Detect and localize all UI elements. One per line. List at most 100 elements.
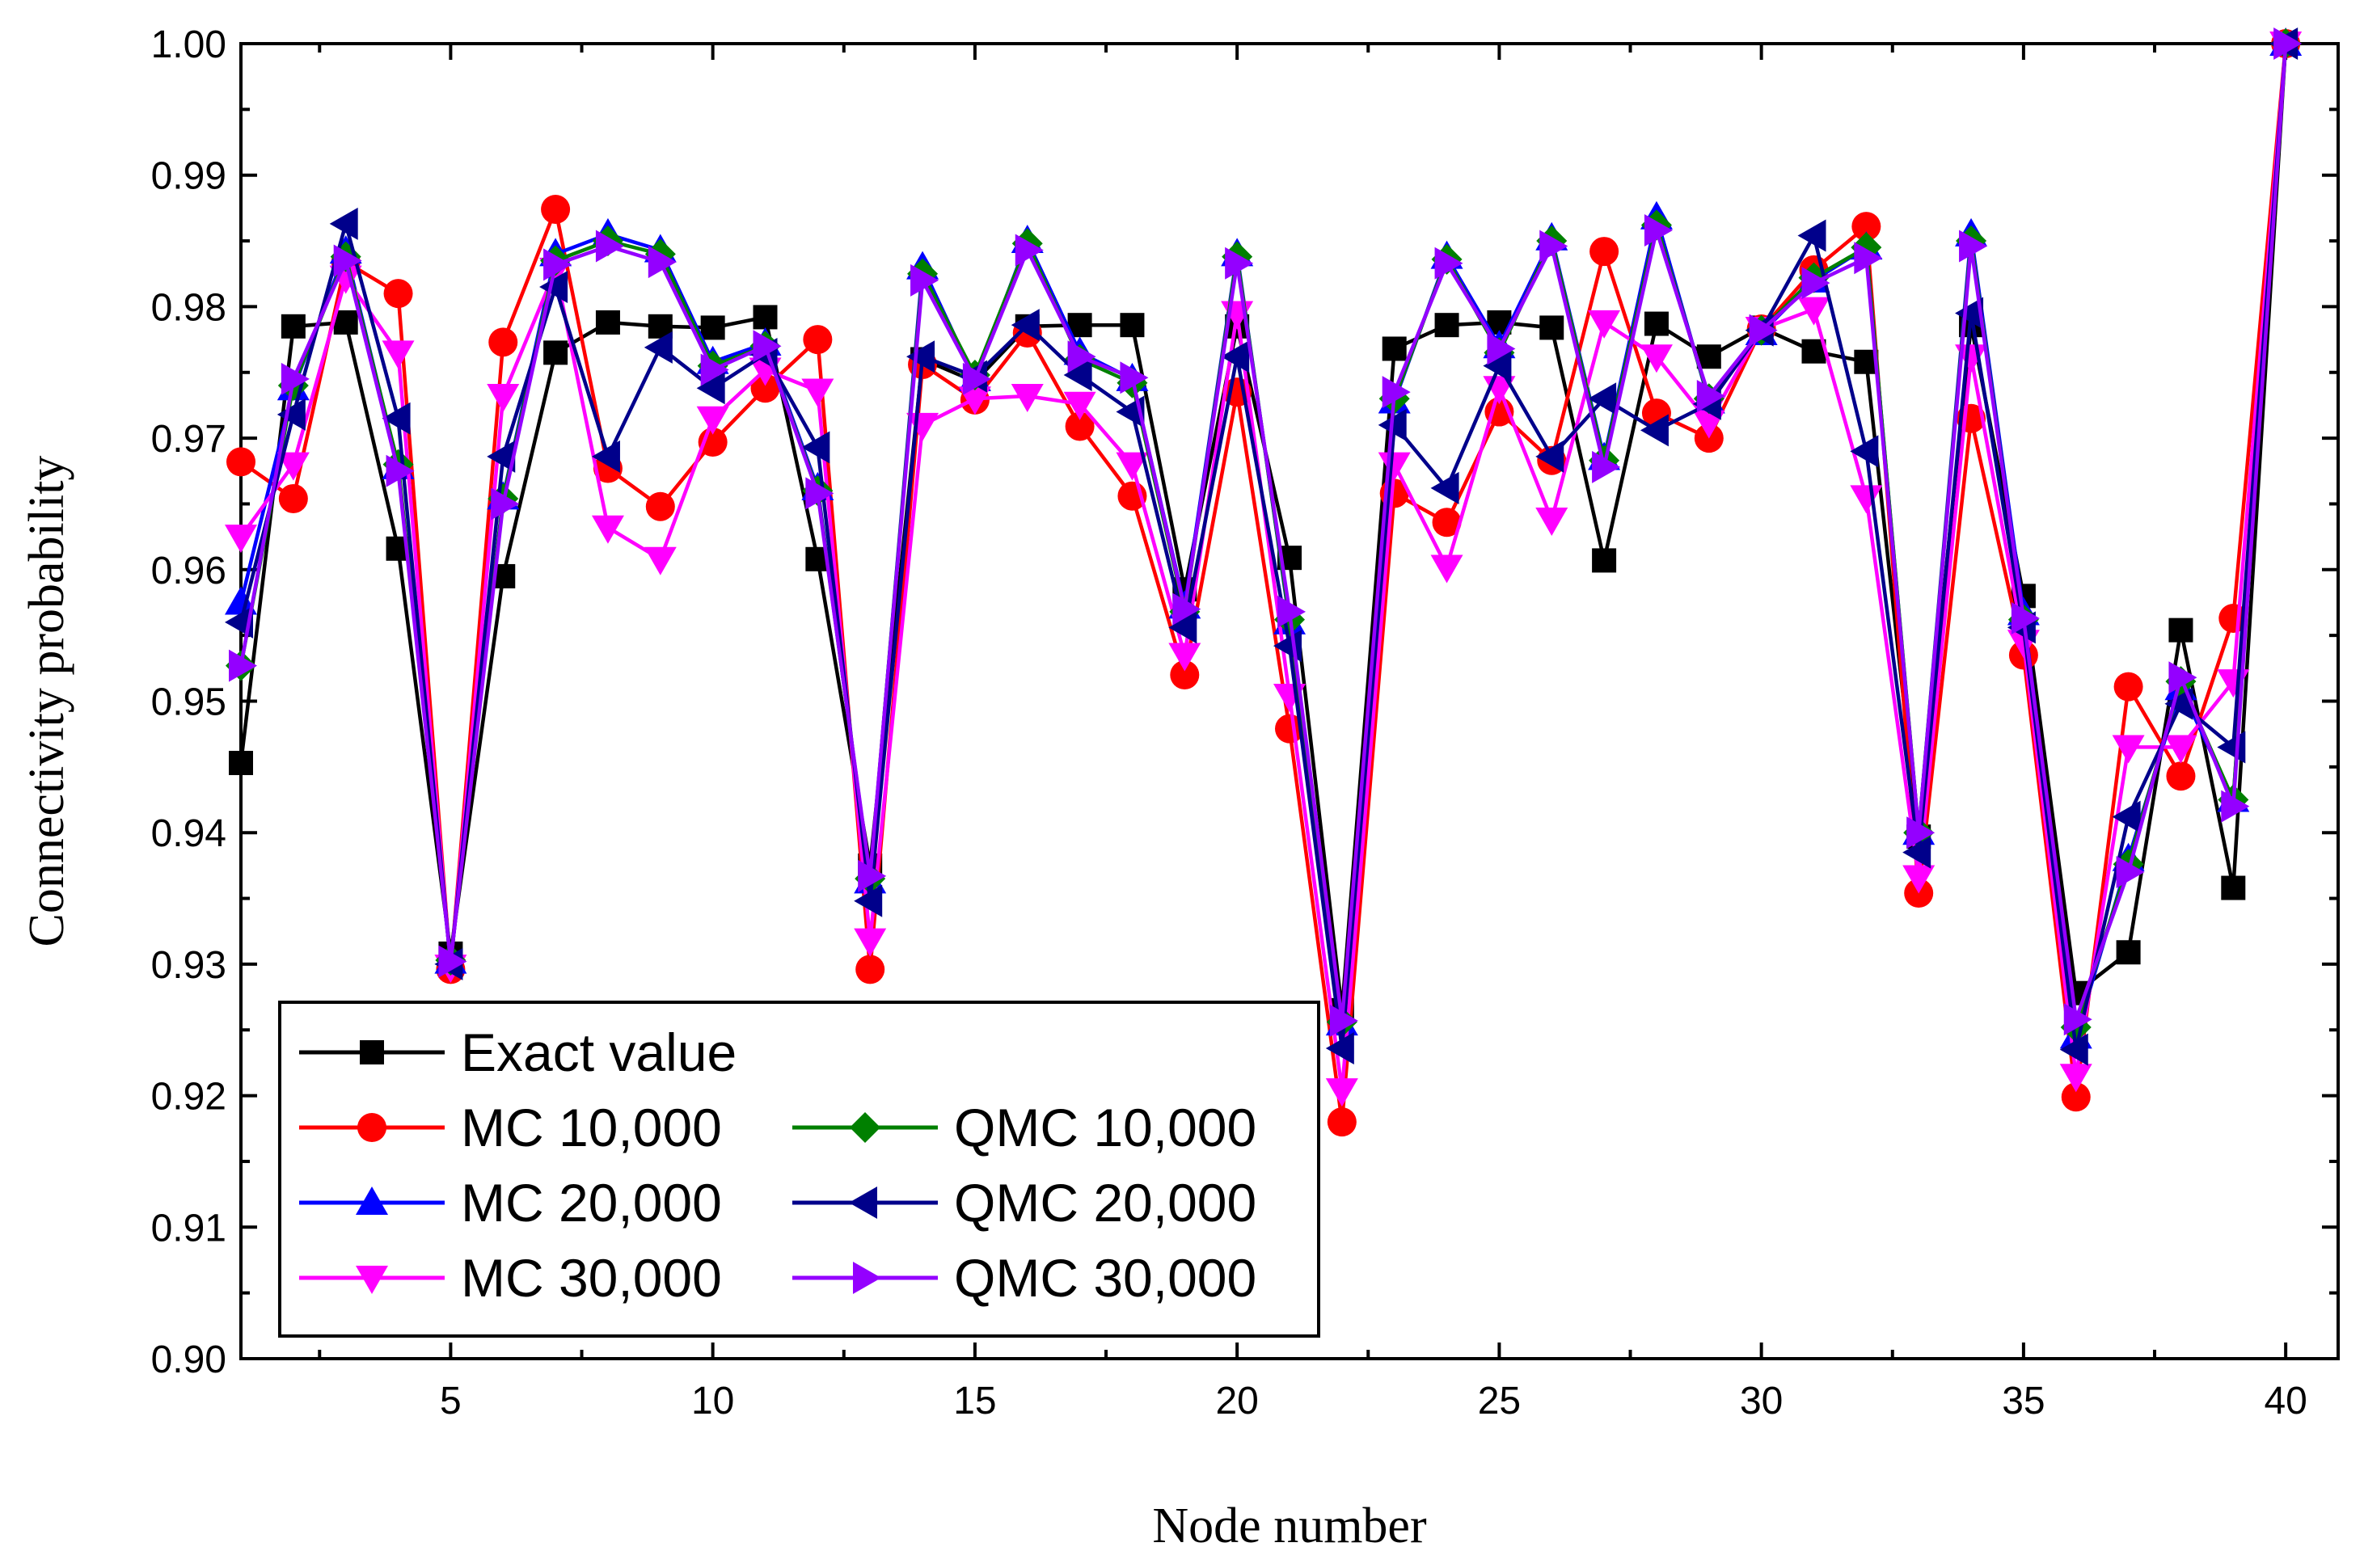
legend-item-mc-20-000: MC 20,000 — [299, 1173, 722, 1233]
legend-box — [278, 1001, 1320, 1338]
data-point-qmc-30-000 — [1487, 332, 1516, 365]
series-line-mc-10-000 — [239, 43, 2288, 1124]
data-point-qmc-20-000 — [801, 431, 830, 464]
data-point-qmc-20-000 — [1168, 611, 1197, 644]
legend-label: Exact value — [461, 1022, 737, 1082]
x-tick-label: 40 — [2264, 1380, 2307, 1423]
data-point-mc-10-000 — [803, 325, 833, 355]
data-point-qmc-20-000 — [2059, 1033, 2088, 1066]
legend-label: QMC 20,000 — [954, 1173, 1256, 1233]
data-point-exact-value — [333, 310, 358, 335]
data-point-mc-10-000 — [278, 483, 308, 513]
legend-item-mc-30-000: MC 30,000 — [299, 1248, 722, 1308]
legend-item-qmc-10-000: QMC 10,000 — [792, 1098, 1256, 1157]
data-point-mc-10-000 — [541, 195, 571, 225]
x-tick-label: 25 — [1478, 1380, 1521, 1423]
data-point-mc-10-000 — [1170, 660, 1200, 689]
data-point-qmc-20-000 — [644, 331, 673, 364]
data-point-qmc-30-000 — [281, 362, 310, 395]
data-point-exact-value — [2168, 618, 2193, 643]
series-exact-value — [229, 32, 2299, 1022]
legend: Exact value MC 10,000 MC 20,000 MC 30,000 QM… — [278, 1001, 1320, 1338]
data-point-qmc-30-000 — [595, 230, 624, 263]
series-qmc-30-000 — [229, 27, 2303, 1037]
legend-marker — [356, 1187, 388, 1215]
data-point-mc-30-000 — [1063, 391, 1096, 420]
data-point-qmc-30-000 — [333, 244, 362, 277]
data-point-exact-value — [1120, 313, 1145, 338]
data-point-qmc-30-000 — [229, 649, 257, 682]
data-point-qmc-20-000 — [1221, 340, 1250, 373]
data-point-qmc-30-000 — [438, 945, 467, 978]
data-point-qmc-30-000 — [2063, 1003, 2092, 1036]
data-point-qmc-20-000 — [696, 372, 725, 405]
data-point-mc-10-000 — [1432, 508, 1462, 537]
data-point-qmc-30-000 — [1539, 230, 1568, 263]
legend-label: QMC 30,000 — [954, 1248, 1256, 1308]
data-point-exact-value — [543, 340, 568, 365]
data-point-qmc-20-000 — [1797, 219, 1826, 252]
data-point-qmc-30-000 — [1801, 267, 1830, 300]
data-point-qmc-30-000 — [1906, 816, 1936, 849]
data-point-exact-value — [281, 314, 306, 339]
data-point-qmc-30-000 — [2221, 790, 2250, 823]
data-point-qmc-30-000 — [1434, 247, 1463, 280]
legend-marker — [849, 1187, 877, 1219]
data-point-qmc-30-000 — [1644, 214, 1673, 247]
data-point-qmc-30-000 — [1854, 242, 1883, 275]
data-point-mc-10-000 — [1327, 1107, 1357, 1137]
legend-item-mc-10-000: MC 10,000 — [299, 1098, 722, 1157]
data-point-mc-30-000 — [1797, 297, 1830, 326]
data-point-exact-value — [753, 305, 778, 330]
data-point-mc-10-000 — [2166, 761, 2196, 791]
data-point-mc-30-000 — [2164, 735, 2197, 764]
data-point-mc-30-000 — [801, 378, 834, 407]
data-point-qmc-30-000 — [1172, 592, 1201, 626]
data-point-mc-30-000 — [225, 525, 257, 554]
series-line-qmc-10-000 — [239, 43, 2288, 1030]
y-tick-label: 1.00 — [151, 23, 226, 66]
data-point-mc-30-000 — [487, 384, 520, 413]
data-point-qmc-30-000 — [700, 353, 729, 386]
data-point-mc-30-000 — [906, 412, 939, 441]
legend-marker — [357, 1113, 386, 1142]
y-tick-label: 0.96 — [151, 550, 226, 592]
data-point-qmc-20-000 — [1063, 359, 1092, 392]
data-point-qmc-30-000 — [805, 477, 834, 510]
data-point-mc-30-000 — [277, 452, 310, 481]
x-tick-label: 20 — [1215, 1380, 1258, 1423]
y-tick-label: 0.93 — [151, 944, 226, 987]
data-point-exact-value — [2221, 875, 2246, 900]
data-point-qmc-20-000 — [1955, 297, 1984, 330]
data-point-qmc-30-000 — [1959, 230, 1988, 263]
series-layer — [225, 27, 2303, 1137]
y-tick-label: 0.92 — [151, 1076, 226, 1119]
data-point-mc-30-000 — [1116, 452, 1149, 481]
legend-label: MC 20,000 — [461, 1173, 722, 1233]
data-point-qmc-30-000 — [2273, 27, 2303, 60]
data-point-qmc-20-000 — [1535, 440, 1564, 473]
x-axis: 5 10 15 20 25 30 35 40 — [318, 44, 2307, 1423]
data-point-qmc-30-000 — [2168, 661, 2197, 694]
x-tick-label: 10 — [691, 1380, 734, 1423]
data-point-exact-value — [229, 750, 253, 775]
data-point-mc-30-000 — [1378, 452, 1411, 481]
data-point-qmc-30-000 — [1120, 361, 1149, 394]
x-axis-title: Node number — [1152, 1498, 1427, 1553]
data-point-mc-30-000 — [1325, 1078, 1358, 1107]
legend-item-qmc-30-000: QMC 30,000 — [792, 1248, 1256, 1308]
legend-label: MC 10,000 — [461, 1098, 722, 1157]
y-tick-label: 0.97 — [151, 418, 226, 461]
data-point-exact-value — [595, 310, 620, 335]
data-point-mc-30-000 — [1535, 507, 1568, 536]
data-point-qmc-30-000 — [491, 487, 520, 521]
y-axis: 0.90 0.91 0.92 0.93 0.94 0.95 0.96 0.97 0.98 0.99… — [151, 23, 2338, 1381]
data-point-qmc-30-000 — [386, 454, 415, 487]
data-point-exact-value — [1644, 311, 1669, 336]
data-point-qmc-30-000 — [2116, 856, 2145, 889]
data-point-exact-value — [1382, 336, 1407, 361]
data-point-qmc-30-000 — [1749, 314, 1778, 347]
data-point-mc-10-000 — [2113, 672, 2143, 702]
data-point-qmc-30-000 — [1696, 380, 1725, 413]
series-line-qmc-20-000 — [239, 43, 2288, 1052]
